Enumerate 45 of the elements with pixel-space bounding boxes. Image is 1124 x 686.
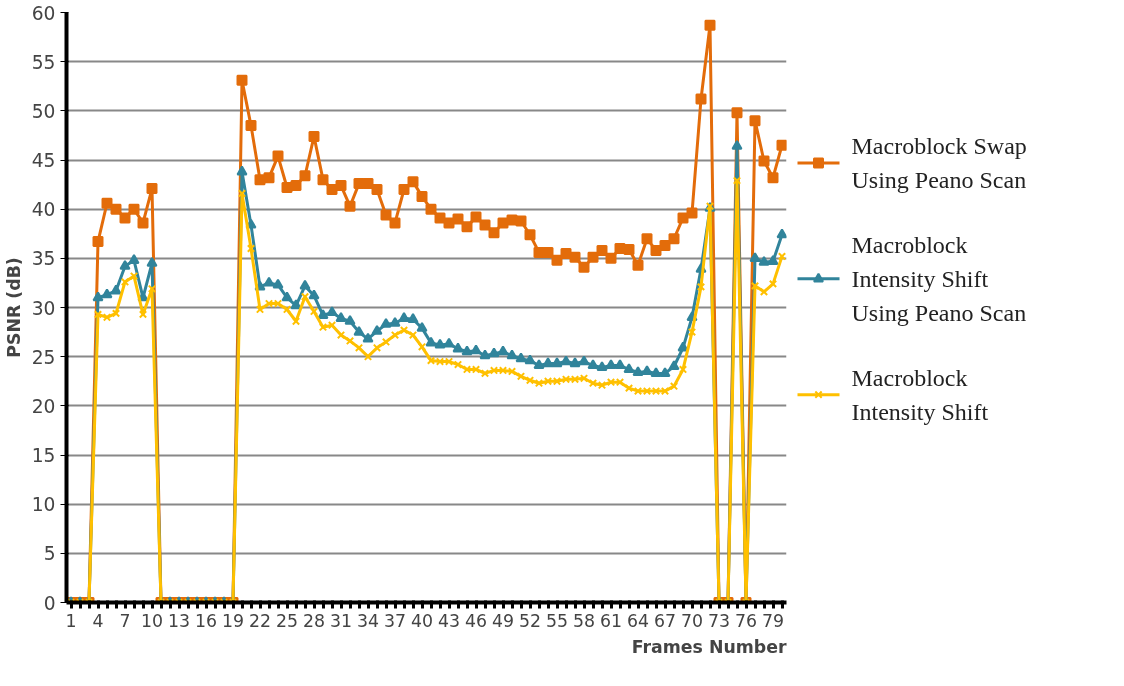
x-tick-label: 31	[329, 610, 353, 631]
x-axis-title: Frames Number	[631, 636, 787, 657]
x-tick-label: 76	[734, 610, 758, 631]
x-tick-label: 22	[248, 610, 272, 631]
x-tick-label: 19	[221, 610, 245, 631]
x-tick-label: 49	[491, 610, 515, 631]
x-tick-label: 40	[410, 610, 434, 631]
x-tick-label: 34	[356, 610, 380, 631]
x-tick-label: 61	[599, 610, 623, 631]
x-tick-label: 16	[194, 610, 218, 631]
y-tick-label: 50	[31, 100, 56, 122]
y-tick-label: 60	[31, 2, 56, 24]
x-tick-label: 55	[545, 610, 569, 631]
x-tick-label: 7	[119, 610, 131, 631]
y-tick-label: 30	[31, 297, 56, 319]
y-tick-label: 15	[31, 445, 56, 466]
x-tick-label: 1	[65, 610, 77, 631]
x-tick-label: 10	[140, 610, 164, 631]
x-tick-label: 73	[707, 610, 731, 631]
x-tick-label: 43	[437, 610, 461, 631]
legend-label: Macroblock Swap Using Peano Scan	[851, 133, 1027, 193]
y-tick-label: 5	[43, 543, 56, 565]
x-tick-label: 25	[275, 610, 299, 631]
y-tick-label: 10	[31, 494, 56, 516]
y-tick-label: 20	[31, 395, 56, 417]
x-tick-label: 37	[383, 610, 407, 631]
x-tick-label: 79	[761, 610, 785, 631]
y-tick-label: 0	[43, 592, 56, 614]
x-tick-label: 70	[680, 610, 704, 631]
y-axis-title: PSNR (dB)	[3, 257, 24, 358]
x-tick-label: 4	[92, 610, 104, 631]
y-tick-label: 40	[31, 199, 56, 221]
x-tick-label: 46	[464, 610, 488, 631]
y-tick-label: 25	[31, 346, 56, 368]
x-tick-label: 58	[572, 610, 596, 631]
x-tick-label: 28	[302, 610, 326, 631]
legend-label: Macroblock Intensity Shift Using Peano Scan	[851, 232, 1027, 326]
x-tick-label: 52	[518, 610, 542, 631]
x-tick-label: 64	[626, 610, 650, 631]
x-tick-label: 67	[653, 610, 677, 631]
y-tick-label: 55	[31, 51, 56, 73]
x-tick-label: 13	[167, 610, 191, 631]
y-tick-label: 45	[31, 150, 56, 171]
y-tick-label: 35	[31, 248, 56, 270]
legend-label: Macroblock Intensity Shift	[851, 364, 989, 425]
